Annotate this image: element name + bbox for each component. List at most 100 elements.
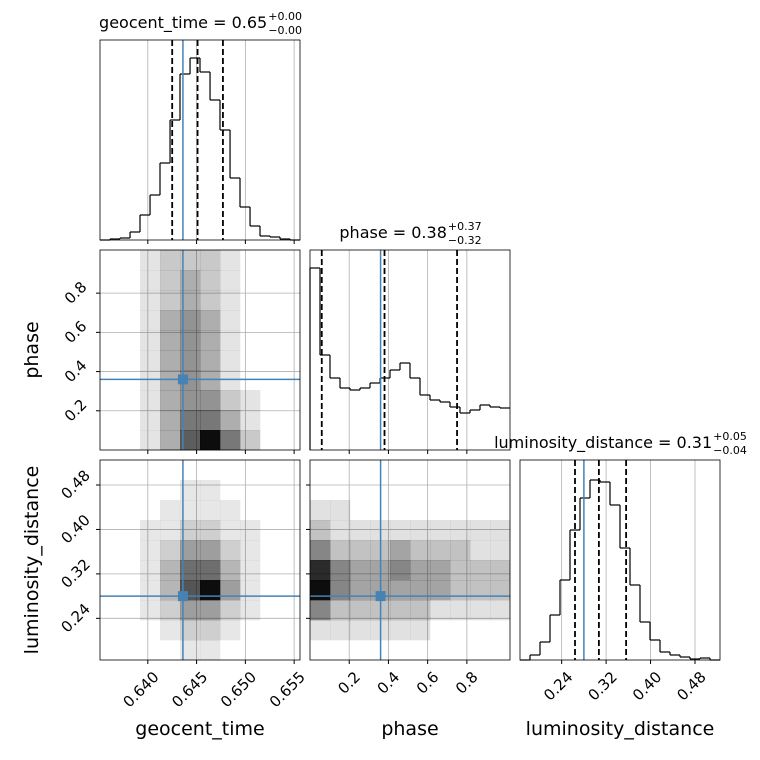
density-cell: [310, 500, 331, 521]
density-cell: [200, 600, 221, 621]
density-cell: [160, 350, 181, 371]
density-cell: [180, 310, 201, 331]
density-cell: [330, 520, 351, 541]
y-tick-label: 0.24: [57, 600, 93, 636]
density-cell: [450, 520, 471, 541]
panel: 0.2 0.4 0.6 0.8: [61, 249, 301, 454]
density-cell: [430, 560, 451, 581]
panel: 0.24 0.32 0.40 0.48 luminosity_distance = 0.…: [494, 430, 747, 704]
density-cell: [160, 410, 181, 431]
panel-title: geocent_time = 0.65: [99, 13, 267, 33]
density-cell: [310, 560, 331, 581]
density-cell: [410, 560, 431, 581]
density-cell: [220, 560, 241, 581]
density-cell: [220, 290, 241, 311]
density-cell: [160, 520, 181, 541]
panel: phase = 0.38 +0.37−0.32: [309, 220, 511, 454]
density-cell: [200, 560, 221, 581]
density-cell: [410, 600, 431, 621]
density-cell: [180, 270, 201, 291]
density-cell: [140, 390, 161, 411]
density-cell: [410, 520, 431, 541]
density-cell: [200, 520, 221, 541]
density-cell: [160, 330, 181, 351]
density-cell: [180, 410, 201, 431]
density-cell: [490, 580, 511, 601]
panel-frame: [519, 459, 721, 661]
density-cell: [160, 600, 181, 621]
density-cell: [160, 580, 181, 601]
density-cell: [180, 560, 201, 581]
density-cell: [160, 500, 181, 521]
density-cell: [180, 390, 201, 411]
density-cell: [200, 350, 221, 371]
density-cell: [220, 310, 241, 331]
density-cell: [200, 540, 221, 561]
density-cell: [200, 390, 221, 411]
title-upper: +0.05: [713, 430, 747, 443]
x-tick-label: 0.40: [629, 668, 665, 704]
density-cell: [310, 540, 331, 561]
density-cell: [390, 520, 411, 541]
density-cell: [350, 520, 371, 541]
density-cell: [160, 390, 181, 411]
density-cell: [330, 620, 351, 641]
y-tick-label: 0.2: [61, 396, 91, 426]
density-cell: [220, 430, 241, 451]
density-cell: [310, 520, 331, 541]
truth-marker: [177, 374, 188, 385]
density-cell: [330, 540, 351, 561]
density-cell: [410, 580, 431, 601]
density-cell: [180, 620, 201, 641]
y-tick-label: 0.48: [57, 466, 93, 502]
panel-title: luminosity_distance = 0.31: [494, 433, 712, 453]
density-cell: [430, 580, 451, 601]
density-cell: [180, 540, 201, 561]
density-cell: [200, 250, 221, 271]
density-cell: [140, 350, 161, 371]
density-cell: [180, 640, 201, 661]
density-cell: [220, 500, 241, 521]
density-cell: [240, 520, 261, 541]
density-cell: [200, 480, 221, 501]
title-lower: −0.04: [713, 444, 747, 457]
density-cell: [240, 560, 261, 581]
density-cell: [310, 620, 331, 641]
density-cell: [140, 600, 161, 621]
density-cell: [140, 540, 161, 561]
density-cell: [140, 330, 161, 351]
density-cell: [390, 580, 411, 601]
density-cell: [490, 520, 511, 541]
density-cell: [200, 620, 221, 641]
density-cell: [160, 540, 181, 561]
density-cell: [140, 270, 161, 291]
density-cell: [180, 330, 201, 351]
density-cell: [220, 350, 241, 371]
density-cell: [350, 560, 371, 581]
density-cell: [240, 540, 261, 561]
title-upper: +0.37: [448, 220, 482, 233]
density-cell: [180, 250, 201, 271]
title-upper: +0.00: [268, 10, 302, 23]
density-cell: [350, 620, 371, 641]
x-tick-label: 0.32: [585, 668, 621, 704]
density-cell: [470, 520, 491, 541]
y-tick-label: 0.8: [61, 278, 91, 308]
x-axis-label: phase: [381, 718, 438, 740]
panel-frame: [99, 39, 301, 241]
y-axis-label: luminosity_distance: [21, 466, 43, 655]
density-cell: [350, 600, 371, 621]
density-cell: [220, 390, 241, 411]
density-cell: [410, 620, 431, 641]
density-cell: [330, 560, 351, 581]
density-cell: [200, 580, 221, 601]
panel-title: phase = 0.38: [339, 223, 446, 242]
panel: 0.640 0.645 0.650 0.655 0.24 0.32 0.40 0.48: [57, 459, 309, 711]
density-cell: [200, 310, 221, 331]
density-cell: [350, 580, 371, 601]
density-cell: [180, 290, 201, 311]
density-cell: [140, 520, 161, 541]
density-cell: [490, 540, 511, 561]
density-cell: [240, 430, 261, 451]
density-cell: [160, 620, 181, 641]
